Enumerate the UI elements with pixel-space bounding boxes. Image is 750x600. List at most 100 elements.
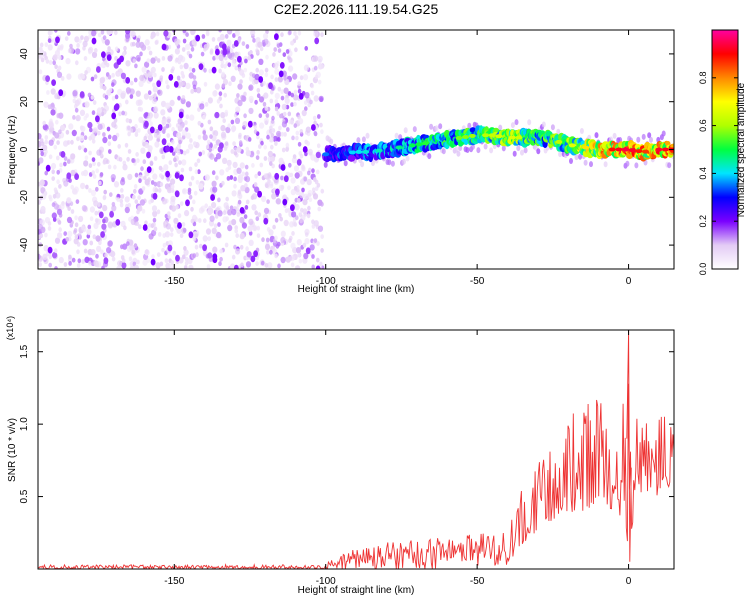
noise-cell (39, 138, 44, 143)
noise-cell (162, 242, 167, 248)
signal-peak (322, 152, 330, 157)
noise-cell (125, 37, 130, 43)
noise-cell (152, 192, 158, 200)
noise-cell (280, 175, 284, 181)
colorbar-tick-label: 0.2 (698, 215, 708, 228)
figure-title: C2E2.2026.111.19.54.G25 (274, 1, 439, 17)
noise-cell (156, 209, 161, 215)
noise-cell (87, 224, 92, 230)
noise-cell (281, 121, 287, 128)
noise-cell (256, 150, 260, 155)
noise-cell (201, 34, 206, 39)
noise-cell (283, 219, 289, 227)
noise-cell (280, 32, 284, 38)
noise-cell (196, 87, 202, 94)
noise-cell (182, 254, 186, 260)
noise-cell (259, 122, 265, 129)
noise-cell (280, 230, 286, 237)
noise-cell (135, 152, 139, 157)
noise-cell (282, 111, 287, 117)
noise-cell (256, 233, 261, 239)
noise-cell (161, 56, 166, 61)
noise-cell (151, 205, 158, 212)
noise-cell (106, 126, 111, 132)
noise-cell (44, 232, 48, 238)
noise-cell (79, 91, 85, 98)
noise-cell (52, 251, 58, 259)
noise-cell (299, 129, 304, 134)
noise-cell (314, 74, 319, 80)
noise-cell (57, 232, 63, 239)
noise-cell (288, 256, 293, 261)
colorbar-ticks: 0.0 0.2 0.4 0.6 0.8 (698, 72, 738, 275)
noise-cell (68, 123, 74, 130)
noise-cell (313, 55, 319, 62)
noise-cell (188, 53, 193, 59)
noise-cell (268, 136, 274, 143)
noise-cell (252, 38, 256, 43)
signal-halo (441, 148, 446, 155)
noise-cell (168, 74, 174, 81)
noise-cell (256, 225, 261, 231)
noise-cell (133, 264, 139, 269)
noise-cell (91, 110, 96, 116)
noise-cell (239, 162, 245, 169)
noise-cell (203, 67, 207, 73)
noise-cell (255, 67, 259, 73)
noise-cell (149, 160, 154, 166)
y-tick-label: 0.5 (19, 489, 30, 503)
signal-halo (516, 145, 521, 152)
noise-cell (227, 52, 233, 59)
noise-cell (229, 175, 234, 180)
snr-panel: -150 -100 -50 0 0.5 1.0 1.5 Height of straigh… (5, 316, 675, 596)
noise-cell (288, 57, 293, 63)
noise-cell (202, 134, 208, 141)
noise-cell (153, 112, 159, 119)
noise-cell (135, 221, 139, 227)
noise-cell (294, 47, 298, 53)
noise-cell (137, 205, 143, 212)
noise-cell (66, 197, 72, 204)
noise-cell (170, 260, 174, 265)
noise-cell (305, 247, 311, 255)
noise-cell (203, 44, 209, 51)
noise-cell (274, 172, 280, 180)
noise-cell (38, 133, 42, 140)
noise-cell (232, 161, 238, 169)
noise-cell (290, 242, 296, 250)
noise-cell (147, 90, 152, 96)
noise-cell (135, 54, 141, 62)
noise-cell (46, 90, 50, 95)
noise-cell (293, 94, 299, 101)
noise-cell (98, 240, 102, 246)
signal-halo (641, 133, 646, 140)
noise-cell (239, 232, 245, 240)
noise-cell (76, 136, 80, 142)
noise-cell (255, 49, 260, 55)
noise-cell (134, 172, 139, 178)
noise-cell (111, 112, 117, 120)
noise-cell (159, 173, 163, 179)
noise-cell (280, 164, 286, 171)
noise-cell (54, 64, 58, 70)
noise-cell (295, 215, 299, 221)
signal-halo (387, 159, 392, 166)
spectrogram-x-ticks: -150 -100 -50 0 (164, 30, 632, 287)
noise-cell (40, 205, 46, 213)
noise-cell (258, 69, 264, 76)
noise-cell (59, 45, 64, 51)
noise-cell (235, 248, 241, 255)
noise-cell (156, 252, 161, 257)
noise-cell (54, 132, 60, 139)
signal-halo (514, 119, 519, 126)
noise-cell (315, 151, 321, 159)
noise-cell (192, 80, 198, 87)
noise-cell (256, 134, 260, 140)
noise-cell (269, 125, 273, 131)
noise-cell (127, 149, 132, 154)
noise-cell (245, 199, 250, 205)
noise-cell (205, 228, 212, 235)
noise-cell (310, 83, 315, 89)
noise-cell (245, 261, 252, 268)
